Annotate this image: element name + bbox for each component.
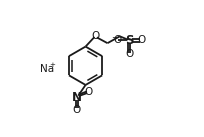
Text: +: +	[50, 62, 55, 68]
Text: O: O	[113, 35, 121, 45]
Text: O: O	[91, 31, 99, 41]
Text: N: N	[72, 91, 82, 104]
Text: −: −	[111, 33, 117, 42]
Text: O: O	[73, 105, 81, 115]
Text: O: O	[138, 35, 146, 45]
Text: S: S	[125, 34, 134, 47]
Text: Na: Na	[40, 64, 54, 73]
Text: O: O	[125, 49, 134, 59]
Text: O: O	[84, 88, 92, 97]
